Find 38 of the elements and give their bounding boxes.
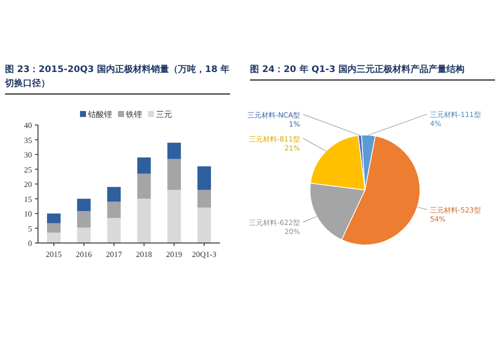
y-tick-label: 5 xyxy=(28,224,32,234)
legend-label: 铁锂 xyxy=(125,110,142,119)
y-tick-label: 10 xyxy=(24,210,32,218)
x-tick-label: 2019 xyxy=(166,250,182,259)
y-tick-label: 40 xyxy=(24,121,32,130)
bar xyxy=(47,223,61,233)
chart-title: 图 24：20 年 Q1-3 国内三元正极材料产品产量结构 xyxy=(250,64,464,75)
bar xyxy=(107,202,121,218)
legend-label: 钴酸锂 xyxy=(87,110,112,119)
bar xyxy=(107,186,121,202)
chart-title: 图 23：2015-20Q3 国内正极材料销量（万吨，18 年切换口径） xyxy=(4,64,230,89)
y-tick-label: 35 xyxy=(24,136,32,145)
x-tick-label: 20Q1-3 xyxy=(192,250,216,259)
y-tick-label: 30 xyxy=(24,150,32,160)
y-tick-label: 0 xyxy=(28,239,32,248)
bar xyxy=(137,198,151,243)
x-tick-label: 2017 xyxy=(106,250,122,259)
bar xyxy=(197,208,211,243)
bar xyxy=(77,211,91,228)
x-tick-label: 2015 xyxy=(46,250,62,259)
bar xyxy=(77,228,91,243)
bar xyxy=(167,158,181,190)
x-tick-label: 2016 xyxy=(76,250,92,259)
bar xyxy=(47,232,61,243)
y-tick-label: 20 xyxy=(24,180,32,189)
bar xyxy=(197,190,211,208)
y-tick-label: 15 xyxy=(24,194,32,204)
y-tick-label: 25 xyxy=(24,165,32,174)
x-tick-label: 2018 xyxy=(136,250,152,259)
bar xyxy=(197,166,211,190)
bar xyxy=(167,190,181,243)
bar xyxy=(137,174,151,199)
legend-label: 三元 xyxy=(156,110,172,119)
bar xyxy=(47,214,61,224)
bar xyxy=(107,218,121,243)
bar xyxy=(77,198,91,212)
bar xyxy=(167,142,181,159)
bar xyxy=(137,157,151,174)
